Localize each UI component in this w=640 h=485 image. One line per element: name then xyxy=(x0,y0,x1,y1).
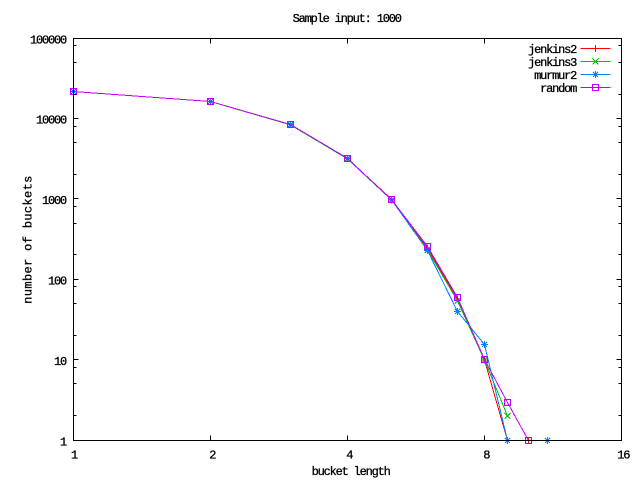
svg-text:4: 4 xyxy=(346,448,353,462)
svg-text:8: 8 xyxy=(483,448,490,462)
svg-text:10: 10 xyxy=(54,355,67,369)
svg-text:number of buckets: number of buckets xyxy=(22,175,36,303)
svg-text:2: 2 xyxy=(209,448,216,462)
svg-text:1000: 1000 xyxy=(42,194,67,208)
svg-text:jenkins3: jenkins3 xyxy=(528,56,577,70)
svg-text:100: 100 xyxy=(48,275,67,289)
svg-text:jenkins2: jenkins2 xyxy=(528,43,577,57)
svg-text:10000: 10000 xyxy=(36,114,67,128)
svg-text:random: random xyxy=(540,82,577,96)
svg-text:bucket length: bucket length xyxy=(312,465,391,479)
svg-text:1: 1 xyxy=(60,435,67,449)
svg-text:16: 16 xyxy=(617,448,630,462)
svg-text:1: 1 xyxy=(71,448,78,462)
svg-text:murmur2: murmur2 xyxy=(534,69,577,83)
svg-text:Sample input: 1000: Sample input: 1000 xyxy=(293,12,402,26)
svg-text:100000: 100000 xyxy=(30,33,67,47)
